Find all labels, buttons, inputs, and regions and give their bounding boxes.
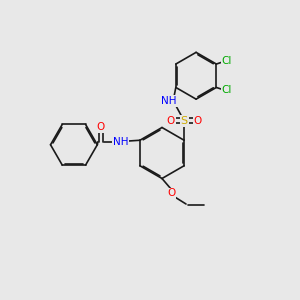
Text: O: O [167,116,175,126]
Text: O: O [194,116,202,126]
Text: NH: NH [161,96,177,106]
Text: Cl: Cl [222,56,232,66]
Text: Cl: Cl [222,85,232,95]
Text: O: O [97,122,105,132]
Text: O: O [167,188,175,199]
Text: NH: NH [113,137,128,147]
Text: S: S [181,116,188,126]
